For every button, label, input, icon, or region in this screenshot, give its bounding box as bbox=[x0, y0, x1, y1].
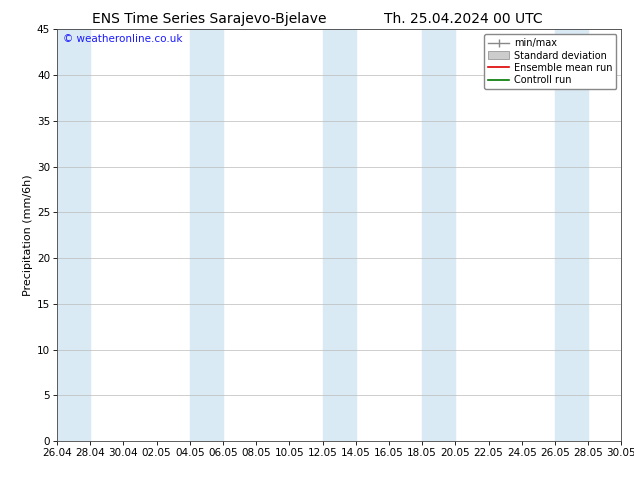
Bar bbox=[323, 29, 356, 441]
Bar bbox=[190, 29, 223, 441]
Legend: min/max, Standard deviation, Ensemble mean run, Controll run: min/max, Standard deviation, Ensemble me… bbox=[484, 34, 616, 89]
Text: Th. 25.04.2024 00 UTC: Th. 25.04.2024 00 UTC bbox=[384, 12, 542, 26]
Bar bbox=[422, 29, 455, 441]
Y-axis label: Precipitation (mm/6h): Precipitation (mm/6h) bbox=[23, 174, 33, 296]
Bar bbox=[57, 29, 90, 441]
Text: ENS Time Series Sarajevo-Bjelave: ENS Time Series Sarajevo-Bjelave bbox=[92, 12, 327, 26]
Text: © weatheronline.co.uk: © weatheronline.co.uk bbox=[63, 33, 182, 44]
Bar bbox=[555, 29, 588, 441]
